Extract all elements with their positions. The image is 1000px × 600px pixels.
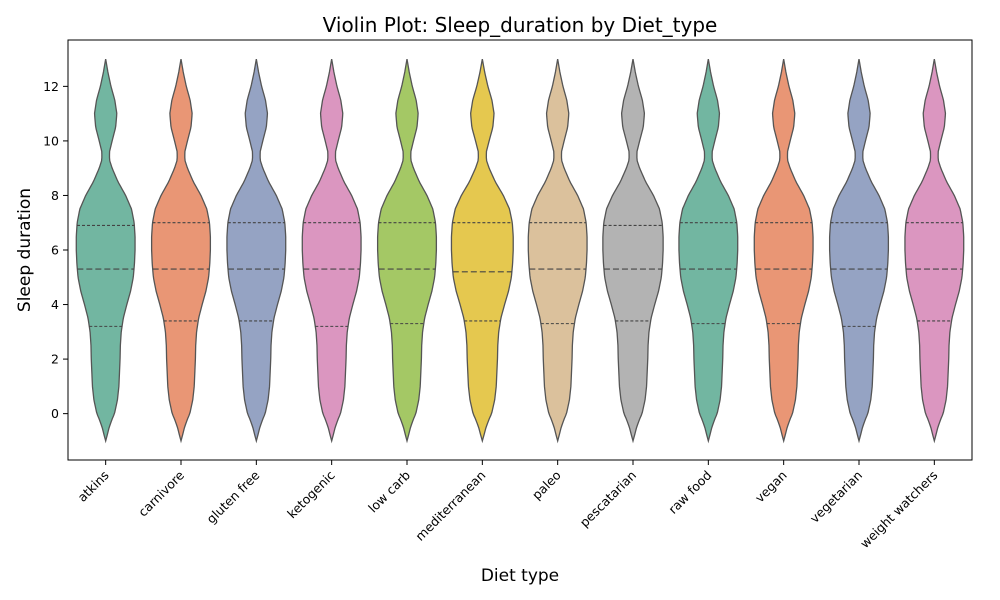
- y-tick-label: 4: [51, 297, 59, 312]
- y-tick-label: 8: [51, 188, 59, 203]
- x-axis-label: Diet type: [481, 566, 559, 586]
- x-tick-label-pescatarian: pescatarian: [577, 468, 640, 531]
- chart-title: Violin Plot: Sleep_duration by Diet_type: [323, 13, 718, 37]
- y-tick-label: 12: [43, 79, 59, 94]
- x-tick-label-atkins: atkins: [75, 468, 112, 505]
- x-tick-label-low-carb: low carb: [365, 467, 413, 515]
- violin-ketogenic: [301, 58, 362, 444]
- y-axis-label: Sleep duration: [15, 188, 35, 312]
- y-tick-label: 0: [51, 406, 59, 421]
- violin-vegetarian: [828, 58, 890, 444]
- x-tick-label-vegetarian: vegetarian: [807, 468, 865, 526]
- y-axis: 0 2 4 6 8 10 12: [43, 79, 68, 421]
- x-tick-label-mediterranean: mediterranean: [412, 468, 488, 544]
- x-tick-label-ketogenic: ketogenic: [284, 467, 338, 521]
- x-tick-label-gluten-free: gluten free: [203, 467, 262, 526]
- x-axis: atkins carnivore gluten free ketogenic low c…: [75, 460, 940, 551]
- violin-vegan: [753, 58, 814, 444]
- y-tick-label: 10: [43, 133, 59, 148]
- x-tick-label-carnivore: carnivore: [135, 467, 187, 519]
- y-tick-label: 6: [51, 243, 59, 258]
- x-tick-label-vegan: vegan: [752, 468, 790, 506]
- violin-weight-watchers: [904, 58, 965, 444]
- y-tick-label: 2: [51, 352, 59, 367]
- violin-gluten-free: [226, 58, 287, 444]
- violin-atkins: [75, 58, 136, 444]
- violin-pescatarian: [602, 58, 664, 444]
- violin-paleo: [527, 58, 588, 444]
- x-tick-label-paleo: paleo: [529, 468, 564, 503]
- violin-raw-food: [678, 58, 739, 444]
- violin-mediterranean: [450, 58, 514, 444]
- violin-low-carb: [376, 58, 438, 444]
- violin-carnivore: [150, 58, 212, 444]
- x-tick-label-raw-food: raw food: [665, 468, 714, 517]
- violins-layer: [75, 58, 965, 444]
- x-tick-label-weight-watchers: weight watchers: [857, 468, 940, 551]
